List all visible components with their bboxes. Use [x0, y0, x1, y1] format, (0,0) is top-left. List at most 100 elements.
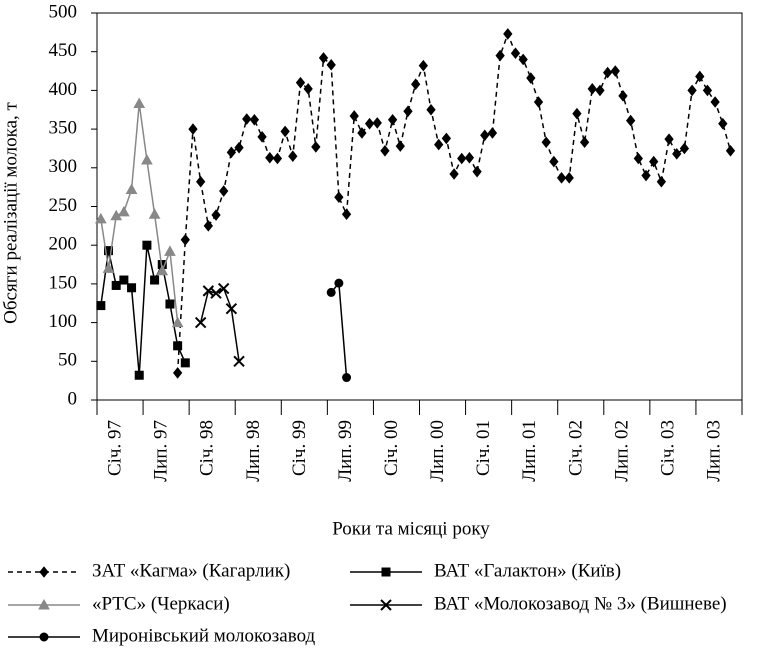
- marker: [341, 208, 352, 221]
- marker: [172, 367, 183, 379]
- legend-label: «РТС» (Черкаси): [92, 593, 230, 614]
- marker: [533, 96, 544, 108]
- marker: [226, 146, 237, 159]
- x-tick-label: Лип. 00: [427, 420, 448, 482]
- marker: [656, 175, 667, 188]
- y-tick-label: 400: [49, 79, 78, 100]
- marker: [288, 150, 298, 162]
- y-tick-label: 200: [49, 234, 78, 255]
- y-tick-label: 300: [49, 156, 78, 177]
- legend-marker: [39, 566, 49, 578]
- marker: [225, 302, 238, 315]
- marker: [641, 169, 651, 182]
- marker: [510, 47, 521, 60]
- marker: [217, 282, 230, 295]
- marker: [564, 172, 574, 184]
- marker: [180, 233, 190, 246]
- marker: [718, 117, 728, 130]
- marker: [334, 278, 344, 288]
- marker: [156, 264, 169, 276]
- marker: [164, 245, 176, 256]
- marker: [464, 151, 475, 164]
- marker: [150, 275, 160, 285]
- y-tick-label: 0: [68, 388, 78, 409]
- marker: [503, 28, 513, 40]
- legend-label: Миронівський молокозавод: [92, 625, 316, 646]
- marker: [173, 341, 183, 351]
- marker: [649, 155, 659, 168]
- marker: [602, 66, 613, 79]
- marker: [165, 299, 175, 309]
- x-tick-label: Лип. 02: [611, 420, 632, 482]
- marker: [372, 117, 382, 129]
- marker: [194, 316, 207, 329]
- marker: [133, 97, 146, 109]
- marker: [119, 275, 129, 285]
- marker: [142, 240, 152, 250]
- marker: [125, 183, 138, 194]
- marker: [626, 114, 636, 127]
- x-axis-label: Роки та місяці року: [332, 518, 490, 539]
- marker: [526, 72, 536, 84]
- marker: [38, 598, 50, 610]
- legend-label: ЗАТ «Кагма» (Кагарлик): [92, 560, 290, 581]
- marker: [518, 53, 528, 66]
- marker: [94, 212, 107, 224]
- series-line: [199, 287, 240, 362]
- marker: [572, 107, 582, 120]
- marker: [710, 96, 720, 108]
- marker: [127, 283, 137, 293]
- legend-label: ВАТ «Молокозавод № 3» (Вишневе): [434, 593, 727, 614]
- marker: [280, 125, 290, 138]
- marker: [334, 191, 344, 204]
- marker: [472, 165, 482, 178]
- marker: [102, 262, 115, 273]
- marker: [326, 287, 336, 297]
- marker: [342, 373, 352, 383]
- marker: [188, 123, 198, 135]
- marker: [265, 151, 275, 164]
- marker: [249, 114, 260, 126]
- marker: [587, 83, 597, 95]
- marker: [672, 148, 682, 160]
- y-tick-label: 50: [58, 350, 77, 371]
- x-tick-label: Січ. 98: [197, 420, 218, 476]
- marker: [96, 301, 106, 311]
- marker: [434, 138, 444, 151]
- marker: [318, 52, 329, 64]
- marker: [210, 287, 222, 299]
- marker: [141, 154, 153, 165]
- marker: [411, 78, 421, 91]
- y-tick-label: 250: [49, 195, 78, 216]
- y-tick-label: 150: [49, 272, 78, 293]
- marker: [203, 220, 213, 232]
- marker: [118, 205, 130, 217]
- marker: [633, 152, 643, 165]
- marker: [549, 155, 559, 168]
- marker: [702, 84, 713, 97]
- marker: [233, 355, 245, 368]
- marker: [687, 84, 697, 97]
- marker: [202, 285, 215, 297]
- marker: [595, 84, 605, 97]
- plot-frame: [96, 12, 743, 401]
- marker: [556, 172, 567, 184]
- series-line: [330, 281, 348, 378]
- marker: [487, 127, 498, 139]
- x-tick-label: Січ. 97: [105, 420, 126, 476]
- marker: [311, 141, 321, 153]
- marker: [426, 103, 436, 116]
- y-tick-label: 100: [49, 311, 78, 332]
- marker: [579, 136, 590, 149]
- x-tick-label: Лип. 98: [243, 420, 264, 482]
- legend-marker: [380, 599, 392, 611]
- marker: [257, 131, 267, 143]
- marker: [380, 599, 392, 611]
- marker: [380, 144, 390, 157]
- legend-label: ВАТ «Галактон» (Київ): [434, 560, 621, 581]
- marker: [541, 136, 551, 149]
- marker: [211, 209, 221, 221]
- y-tick-label: 500: [49, 1, 78, 22]
- marker: [495, 49, 505, 62]
- y-axis-label: Обсяги реалізації молока, т: [0, 101, 21, 323]
